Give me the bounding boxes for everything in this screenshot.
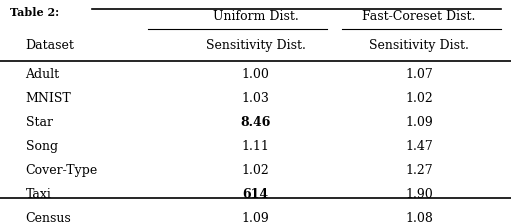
Text: Census: Census	[26, 212, 72, 223]
Text: Sensitivity Dist.: Sensitivity Dist.	[369, 39, 469, 52]
Text: 1.00: 1.00	[242, 68, 269, 81]
Text: 1.08: 1.08	[405, 212, 433, 223]
Text: Song: Song	[26, 140, 58, 153]
Text: 1.07: 1.07	[405, 68, 433, 81]
Text: Star: Star	[26, 116, 53, 129]
Text: Adult: Adult	[26, 68, 60, 81]
Text: Table 2:: Table 2:	[10, 7, 59, 18]
Text: 1.02: 1.02	[405, 92, 433, 105]
Text: 1.47: 1.47	[405, 140, 433, 153]
Text: Fast-Coreset Dist.: Fast-Coreset Dist.	[362, 10, 476, 23]
Text: 1.09: 1.09	[405, 116, 433, 129]
Text: Uniform Dist.: Uniform Dist.	[213, 10, 298, 23]
Text: 8.46: 8.46	[240, 116, 271, 129]
Text: 1.09: 1.09	[242, 212, 269, 223]
Text: 1.03: 1.03	[242, 92, 269, 105]
Text: 1.02: 1.02	[242, 164, 269, 177]
Text: Taxi: Taxi	[26, 188, 52, 201]
Text: 1.90: 1.90	[405, 188, 433, 201]
Text: 614: 614	[242, 188, 269, 201]
Text: Dataset: Dataset	[26, 39, 75, 52]
Text: Sensitivity Dist.: Sensitivity Dist.	[205, 39, 306, 52]
Text: 1.11: 1.11	[242, 140, 269, 153]
Text: MNIST: MNIST	[26, 92, 72, 105]
Text: 1.27: 1.27	[405, 164, 433, 177]
Text: Cover-Type: Cover-Type	[26, 164, 98, 177]
